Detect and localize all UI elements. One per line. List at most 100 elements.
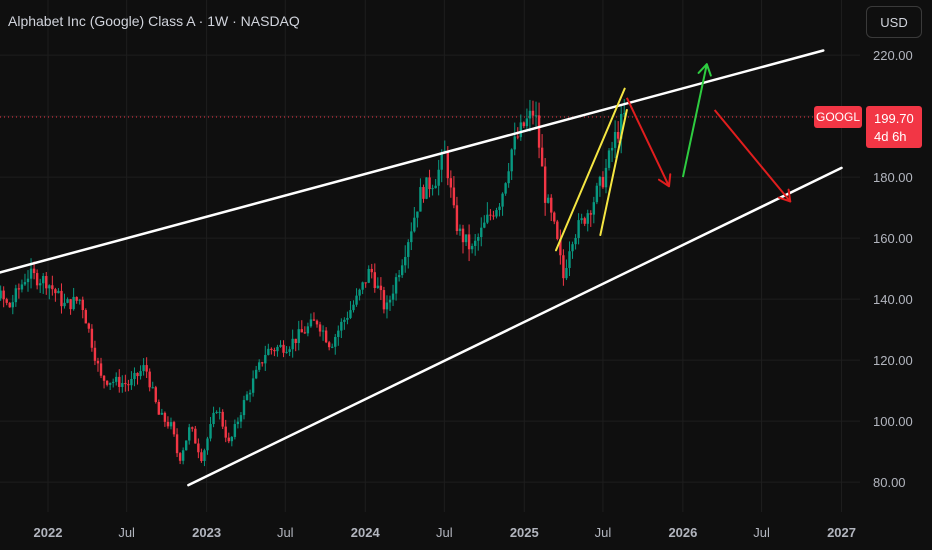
candle-body: [376, 285, 380, 288]
candle-body: [437, 169, 440, 186]
candle-body: [175, 434, 179, 454]
candle-body: [139, 371, 142, 377]
candle-body: [264, 354, 267, 364]
candle-body: [337, 330, 340, 337]
candle-body: [124, 383, 127, 385]
candle-body: [519, 122, 523, 138]
candle-body: [382, 290, 386, 310]
candle-body: [556, 221, 559, 239]
candle-body: [428, 177, 431, 190]
candle-body: [425, 177, 428, 199]
price-axis-label: 180.00: [873, 170, 913, 185]
candle-body: [568, 251, 571, 268]
candle-body: [616, 132, 620, 139]
candle-body: [413, 217, 416, 232]
candle-body: [562, 255, 565, 279]
candle-body: [108, 382, 112, 385]
candle-body: [309, 319, 313, 327]
candle-body: [449, 178, 453, 188]
candle-body: [17, 288, 21, 290]
candle-body: [227, 437, 230, 442]
candle-body: [54, 289, 57, 294]
candle-body: [598, 176, 602, 186]
candle-body: [75, 296, 78, 301]
candle-body: [178, 453, 182, 461]
current-price-badge: 199.70 4d 6h: [866, 106, 922, 148]
time-axis-label: Jul: [436, 525, 453, 540]
candle-body: [510, 149, 513, 172]
upper-trendline: [0, 49, 825, 274]
candle-body: [181, 450, 185, 461]
candle-body: [230, 436, 234, 442]
candle-body: [32, 268, 36, 274]
candle-body: [571, 244, 574, 252]
candle-body: [321, 330, 325, 332]
candle-body: [477, 237, 480, 241]
candle-body: [72, 296, 75, 310]
candle-body: [145, 365, 148, 372]
candle-body: [254, 369, 258, 379]
candle-body: [224, 426, 227, 438]
time-axis-label: Jul: [118, 525, 135, 540]
candle-body: [522, 122, 526, 127]
candle-body: [550, 197, 553, 213]
candle-body: [233, 424, 237, 437]
candle-body: [452, 187, 456, 206]
candle-body: [543, 166, 547, 203]
time-axis-panel: [0, 512, 932, 550]
candle-body: [84, 310, 88, 324]
time-axis-label: 2025: [510, 525, 539, 540]
candle-body: [239, 415, 243, 422]
chart-grid: [0, 0, 860, 512]
candle-body: [580, 218, 583, 221]
candle-body: [352, 304, 355, 311]
candle-body: [583, 218, 586, 224]
chart-drawings: [0, 49, 843, 487]
time-axis-label: 2026: [668, 525, 697, 540]
candle-body: [516, 136, 519, 138]
candle-body: [188, 427, 191, 441]
price-axis-label: 100.00: [873, 414, 913, 429]
candle-body: [279, 344, 282, 347]
yellow-trend-line: [599, 108, 628, 237]
candle-body: [29, 268, 33, 279]
candle-body: [191, 427, 194, 429]
candle-body: [115, 376, 118, 382]
candle-body: [87, 323, 91, 329]
candle-body: [127, 384, 130, 386]
candle-body: [184, 440, 188, 451]
candle-body: [11, 302, 14, 308]
candle-body: [504, 183, 507, 194]
candle-body: [379, 285, 383, 291]
yellow-trend-line: [555, 87, 626, 252]
time-axis-label: Jul: [595, 525, 612, 540]
candle-body: [592, 202, 596, 215]
candle-body: [26, 278, 30, 283]
candle-body: [160, 412, 164, 415]
candle-body: [270, 348, 273, 350]
ticker-badge: GOOGL: [814, 106, 862, 128]
candle-body: [297, 329, 300, 344]
currency-button[interactable]: USD: [866, 6, 922, 38]
candle-body: [385, 302, 389, 310]
candle-body: [434, 185, 437, 189]
candle-body: [118, 376, 121, 387]
candle-body: [154, 387, 157, 402]
candle-body: [14, 288, 18, 303]
candle-body: [464, 234, 468, 243]
candlestick-series: [0, 99, 626, 467]
candle-body: [2, 290, 5, 300]
candle-body: [349, 310, 352, 318]
candle-body: [407, 242, 410, 257]
candle-body: [45, 276, 48, 289]
candle-body: [431, 188, 434, 190]
candle-body: [206, 438, 209, 451]
candle-body: [346, 317, 349, 320]
candle-body: [136, 372, 139, 377]
candle-body: [0, 290, 2, 299]
candle-body: [492, 215, 495, 217]
candle-body: [458, 228, 462, 232]
chart-title: Alphabet Inc (Google) Class A · 1W · NAS…: [8, 13, 300, 29]
candle-body: [410, 231, 413, 243]
